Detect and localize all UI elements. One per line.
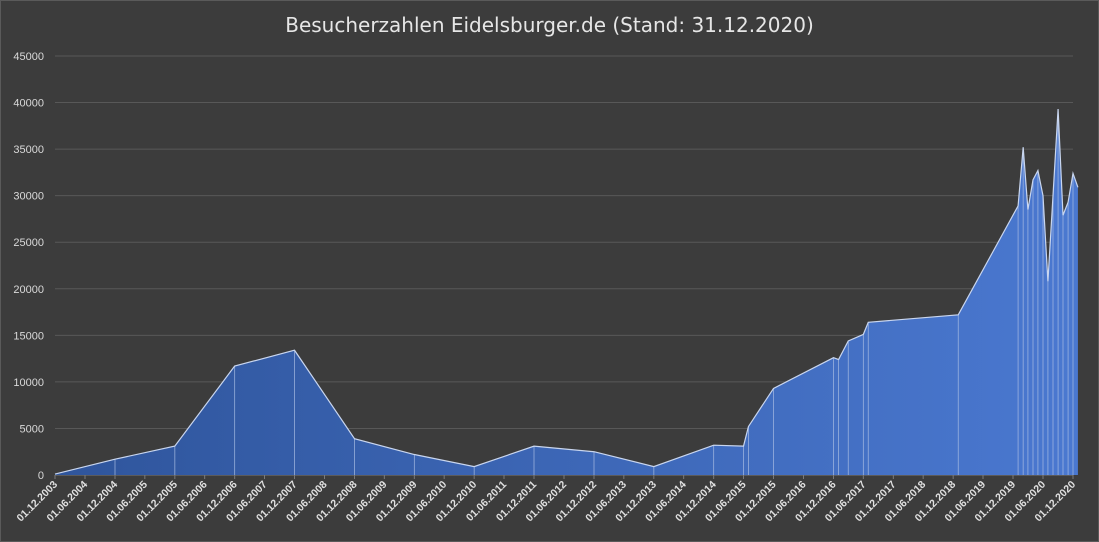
y-axis: 0 5000 10000 15000 20000 25000 30000 35000 40000… (13, 51, 44, 482)
y-tick-label: 45000 (13, 51, 44, 63)
y-tick-label: 30000 (13, 191, 44, 203)
y-tick-label: 10000 (13, 377, 44, 389)
y-tick-label: 15000 (13, 330, 44, 342)
y-tick-label: 40000 (13, 98, 44, 110)
chart-title: Besucherzahlen Eidelsburger.de (Stand: 3… (285, 13, 814, 37)
y-tick-label: 35000 (13, 144, 44, 156)
area-fill (55, 109, 1078, 475)
x-axis: 01.12.200301.06.200401.12.200401.06.2005… (14, 475, 1078, 524)
y-tick-label: 20000 (13, 284, 44, 296)
y-tick-label: 25000 (13, 237, 44, 249)
series-area (54, 109, 1079, 475)
series-line (54, 109, 1079, 475)
y-tick-label: 0 (38, 470, 44, 482)
y-tick-label: 5000 (20, 423, 44, 435)
